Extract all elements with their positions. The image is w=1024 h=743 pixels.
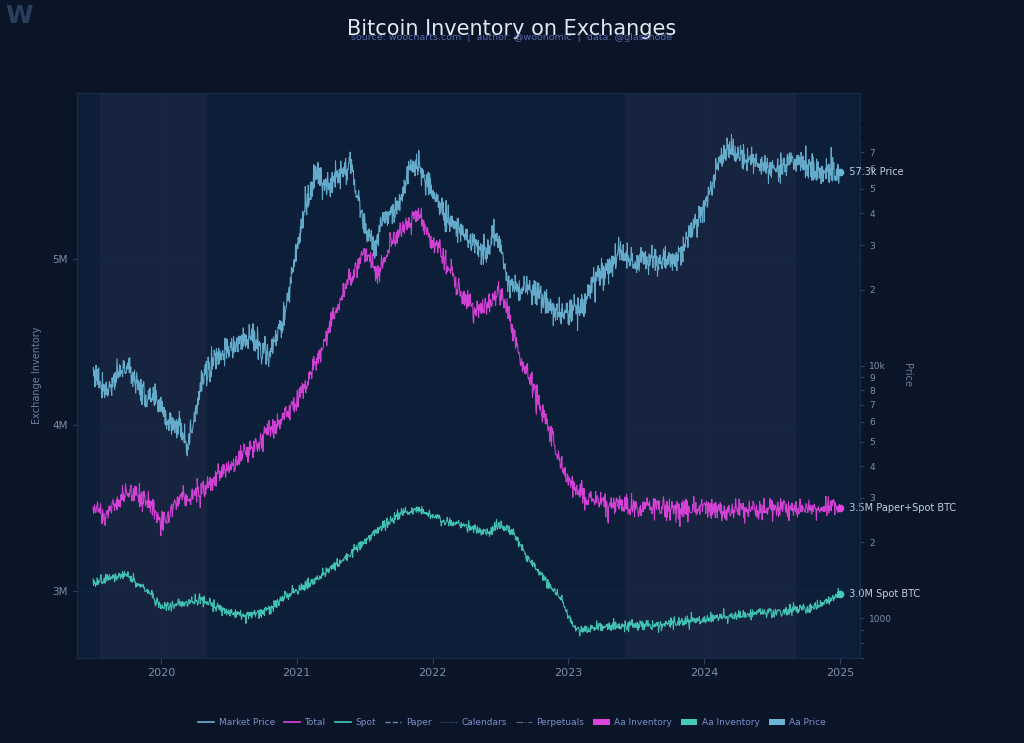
Bar [100,93,206,658]
Text: 3.5M Paper+Spot BTC: 3.5M Paper+Spot BTC [843,504,955,513]
Legend: Market Price, Total, Spot, Paper, Calendars, Perpetuals, Aa Inventory, Aa Invent: Market Price, Total, Spot, Paper, Calend… [195,715,829,731]
Text: Bitcoin Inventory on Exchanges: Bitcoin Inventory on Exchanges [347,19,677,39]
Text: 57.3k Price: 57.3k Price [843,167,903,178]
Text: 3.0M Spot BTC: 3.0M Spot BTC [843,588,920,599]
Text: source: woocharts.com  |  author: @woonomic  |  data: @glassnode: source: woocharts.com | author: @woonomi… [351,33,673,42]
Text: W: W [5,4,33,27]
Y-axis label: Exchange Inventory: Exchange Inventory [32,326,42,424]
Bar [626,93,795,658]
Y-axis label: Price: Price [902,363,911,387]
